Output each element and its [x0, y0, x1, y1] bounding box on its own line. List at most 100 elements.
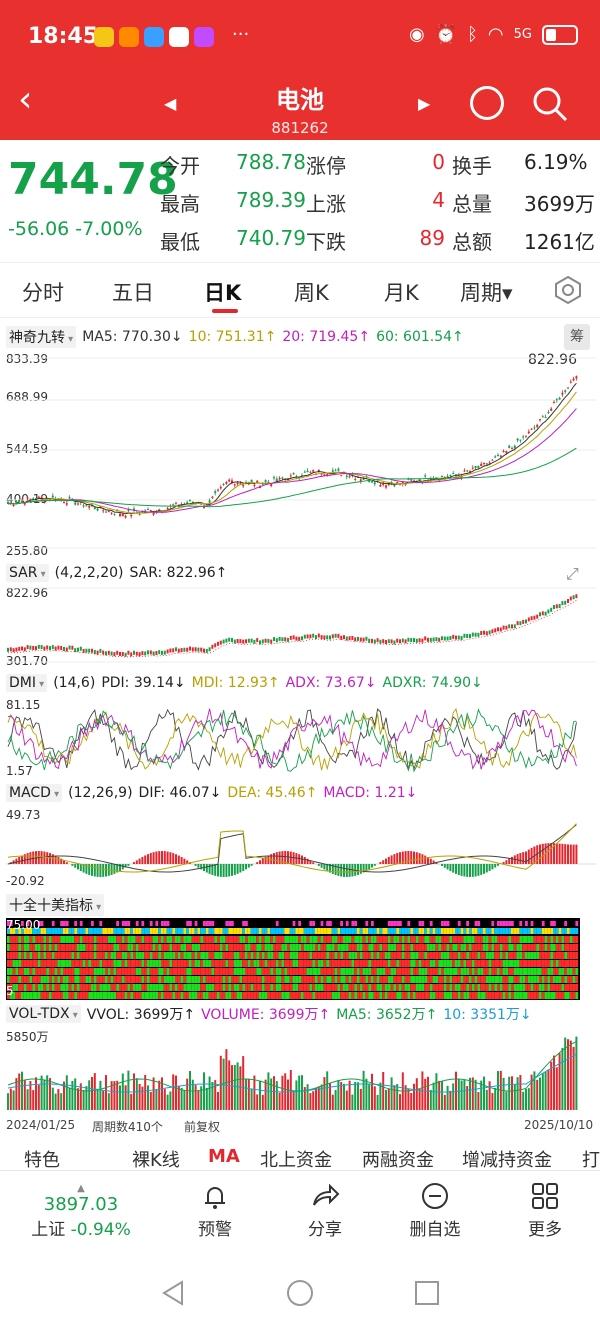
kline-candle: [127, 509, 130, 511]
kline-candle: [463, 470, 466, 472]
tenten-cell: [564, 992, 567, 999]
tab-monthly-k[interactable]: 月K: [384, 281, 419, 305]
tenten-cell: [396, 976, 399, 983]
sar-bar: [29, 645, 32, 650]
more-button[interactable]: 更多: [505, 1181, 585, 1240]
tenten-cell: [113, 944, 117, 951]
tab-weekly-k[interactable]: 周K: [294, 281, 329, 305]
sar-bar: [141, 651, 144, 656]
subtab-ma[interactable]: MA: [208, 1146, 240, 1167]
tenten-cell: [323, 936, 327, 943]
tab-intraday[interactable]: 分时: [22, 281, 64, 305]
tenten-cell: [236, 952, 240, 959]
next-stock-button[interactable]: ▶: [418, 94, 431, 113]
tenten-cell: [418, 936, 422, 943]
home-circle-icon[interactable]: [285, 1278, 315, 1308]
tab-daily-k[interactable]: 日K: [204, 281, 242, 305]
tenten-cell: [480, 944, 483, 951]
tenten-top-band: [247, 928, 251, 934]
macd-indicator-select[interactable]: MACD: [6, 784, 63, 802]
volume-bar: [250, 1089, 253, 1110]
subtab-northbound[interactable]: 北上资金: [260, 1150, 332, 1171]
tenten-cell: [113, 968, 117, 975]
kline-chart[interactable]: [0, 348, 600, 558]
tenten-cell: [379, 976, 383, 983]
sar-bar: [68, 645, 71, 650]
prev-stock-button[interactable]: ◀: [164, 94, 177, 113]
sar-bar: [23, 647, 26, 652]
volume-bar: [446, 1085, 449, 1110]
tenten-cell: [527, 984, 531, 991]
back-button[interactable]: ‹: [18, 79, 33, 120]
tenten-cell: [259, 984, 262, 991]
tenten-cell: [231, 936, 234, 943]
tenten-cell: [214, 976, 217, 983]
tenten-cell: [424, 968, 427, 975]
tenten-top-band: [345, 928, 349, 934]
vol-ma10: 10: 3351万↓: [443, 1007, 532, 1023]
tenten-top-band: [77, 928, 80, 934]
vol-indicator-select[interactable]: VOL-TDX: [6, 1005, 81, 1023]
tenten-cell: [82, 992, 86, 999]
tenten-cell: [488, 944, 492, 951]
tenten-cell: [572, 960, 576, 967]
tenten-cell: [149, 952, 153, 959]
tenten-top-band: [365, 928, 369, 934]
share-button[interactable]: 分享: [285, 1181, 365, 1240]
tenten-cell: [550, 952, 553, 959]
tenten-cell: [569, 984, 573, 991]
kline-candle: [264, 480, 267, 483]
tenten-indicator-select[interactable]: 十全十美指标: [6, 894, 105, 916]
kline-indicator-select[interactable]: 神奇九转: [6, 326, 77, 348]
chip-distribution-button[interactable]: 筹: [564, 324, 590, 350]
tenten-cell: [306, 984, 310, 991]
subtab-more[interactable]: 打: [582, 1150, 600, 1171]
tenten-cell: [432, 936, 436, 943]
index-quote[interactable]: ▲ 3897.03 上证 -0.94%: [26, 1183, 136, 1240]
macd-histogram-bar: [527, 849, 530, 864]
tenten-cell: [340, 992, 343, 999]
sar-indicator-select[interactable]: SAR: [6, 564, 49, 582]
tenten-cell: [301, 944, 304, 951]
back-triangle-icon[interactable]: [158, 1278, 188, 1308]
settings-icon[interactable]: [552, 274, 584, 306]
tenten-cell: [149, 960, 153, 967]
alert-button[interactable]: 预警: [175, 1181, 255, 1240]
tenten-cell: [527, 936, 531, 943]
tenten-top-band: [18, 928, 21, 934]
tenten-cell: [351, 968, 355, 975]
expand-icon[interactable]: ⤢: [566, 564, 579, 583]
tab-period[interactable]: 周期▾: [460, 281, 513, 305]
tenten-cell: [323, 984, 327, 991]
dmi-adx: ADX: 73.67↓: [285, 675, 377, 691]
tenten-cell: [317, 976, 321, 983]
tenten-cell: [37, 992, 41, 999]
tenten-cell: [429, 968, 433, 975]
tenten-top-band: [287, 928, 290, 934]
tenten-mark: [497, 921, 500, 926]
tenten-cell: [555, 992, 559, 999]
recents-square-icon[interactable]: [412, 1278, 442, 1308]
sar-bar: [343, 635, 345, 640]
tenten-cell: [351, 952, 355, 959]
search-icon[interactable]: [530, 84, 570, 124]
subtab-feature[interactable]: 特色: [24, 1150, 60, 1171]
subtab-naked-k[interactable]: 裸K线: [132, 1150, 180, 1171]
tenten-cell: [12, 976, 16, 983]
assistant-icon[interactable]: [470, 86, 504, 120]
subtab-margin[interactable]: 两融资金: [362, 1150, 434, 1171]
tenten-cell: [82, 936, 86, 943]
tenten-cell: [15, 968, 19, 975]
tenten-cell: [113, 984, 117, 991]
dmi-indicator-select[interactable]: DMI: [6, 674, 48, 692]
tab-five-day[interactable]: 五日: [112, 281, 154, 305]
tenten-cell: [365, 968, 369, 975]
tenten-cell: [460, 968, 464, 975]
tenten-cell: [270, 960, 273, 967]
tenten-cell: [298, 984, 301, 991]
macd-histogram-bar: [303, 857, 306, 864]
volume-bar: [424, 1078, 427, 1110]
remove-watchlist-button[interactable]: 删自选: [395, 1181, 475, 1240]
subtab-holding-change[interactable]: 增减持资金: [462, 1150, 552, 1171]
macd-histogram-bar: [177, 855, 180, 864]
